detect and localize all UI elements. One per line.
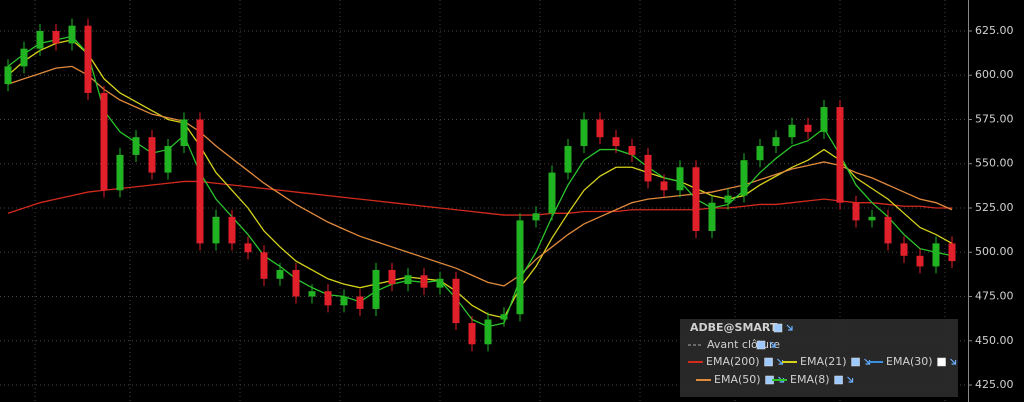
candle-body bbox=[148, 137, 156, 173]
legend-arrow bbox=[786, 324, 793, 331]
candle-body bbox=[52, 30, 60, 44]
candle-body bbox=[740, 160, 748, 196]
candle-body bbox=[68, 25, 76, 44]
candle-body bbox=[916, 255, 924, 267]
candle-body bbox=[436, 278, 444, 288]
candle-body bbox=[692, 167, 700, 232]
candle-body bbox=[884, 216, 892, 244]
ema-line bbox=[7, 39, 953, 319]
legend-arrow bbox=[847, 376, 854, 383]
candle-body bbox=[372, 269, 380, 309]
y-tick-label: 625.00 bbox=[975, 24, 1014, 37]
legend-checkbox bbox=[764, 357, 773, 367]
candle-body bbox=[196, 119, 204, 244]
candle-body bbox=[388, 269, 396, 285]
candle-body bbox=[932, 243, 940, 267]
candle-body bbox=[100, 92, 108, 191]
candle-body bbox=[500, 314, 508, 320]
legend-label: EMA(50) bbox=[714, 373, 761, 386]
candle-body bbox=[420, 275, 428, 288]
candle-body bbox=[756, 146, 764, 161]
candle-body bbox=[868, 216, 876, 221]
candle-body bbox=[788, 124, 796, 138]
candle-body bbox=[772, 137, 780, 147]
candle-body bbox=[628, 146, 636, 155]
candle-body bbox=[612, 137, 620, 147]
candle-body bbox=[228, 216, 236, 244]
y-tick-label: 525.00 bbox=[975, 201, 1014, 214]
candle-body bbox=[180, 119, 188, 147]
candle-body bbox=[660, 181, 668, 191]
candle-body bbox=[452, 278, 460, 324]
y-tick-label: 425.00 bbox=[975, 378, 1014, 391]
candle-body bbox=[644, 154, 652, 182]
candle-body bbox=[164, 146, 172, 173]
candle-body bbox=[580, 119, 588, 147]
legend-checkbox bbox=[834, 375, 843, 385]
candle-body bbox=[212, 216, 220, 244]
y-tick-label: 500.00 bbox=[975, 245, 1014, 258]
legend-checkbox bbox=[773, 323, 783, 333]
candle-body bbox=[516, 220, 524, 315]
candle-body bbox=[548, 172, 556, 214]
candle-body bbox=[404, 275, 412, 285]
legend-checkbox bbox=[851, 357, 860, 367]
legend-label: EMA(200) bbox=[706, 355, 760, 368]
y-tick-label: 600.00 bbox=[975, 68, 1014, 81]
legend-checkbox bbox=[937, 357, 946, 367]
legend: ADBE@SMART Avant clôture EMA(200) EMA(21) EM… bbox=[680, 319, 958, 397]
candle-body bbox=[292, 269, 300, 297]
y-tick-label: 450.00 bbox=[975, 334, 1014, 347]
legend-arrow bbox=[950, 358, 957, 365]
candle-body bbox=[596, 119, 604, 138]
legend-arrow bbox=[769, 341, 776, 348]
candle-body bbox=[564, 146, 572, 173]
candle-body bbox=[276, 269, 284, 279]
candle-body bbox=[948, 243, 956, 262]
candle-body bbox=[484, 319, 492, 345]
candle-body bbox=[804, 124, 812, 132]
candle-body bbox=[84, 25, 92, 93]
candle-body bbox=[132, 137, 140, 155]
candle-body bbox=[676, 167, 684, 191]
candle-body bbox=[20, 48, 28, 67]
legend-label: EMA(21) bbox=[800, 355, 847, 368]
candle-body bbox=[356, 296, 364, 309]
candle-body bbox=[116, 154, 124, 191]
candle-body bbox=[4, 66, 12, 85]
candle-body bbox=[724, 195, 732, 203]
candle-body bbox=[900, 243, 908, 256]
legend-label: EMA(30) bbox=[886, 355, 933, 368]
candle-body bbox=[820, 107, 828, 132]
candle-body bbox=[244, 243, 252, 253]
candle-body bbox=[308, 291, 316, 297]
candle-body bbox=[260, 252, 268, 279]
candle-body bbox=[468, 323, 476, 345]
ema-line bbox=[7, 65, 953, 287]
candle-body bbox=[836, 107, 844, 203]
y-tick-label: 475.00 bbox=[975, 289, 1014, 302]
legend-note: Avant clôture bbox=[707, 338, 780, 351]
y-tick-label: 550.00 bbox=[975, 157, 1014, 170]
candle-body bbox=[36, 30, 44, 49]
legend-checkbox bbox=[756, 340, 766, 350]
legend-title: ADBE@SMART bbox=[690, 321, 778, 334]
legend-box bbox=[680, 319, 958, 397]
legend-label: EMA(8) bbox=[790, 373, 830, 386]
candle-body bbox=[324, 291, 332, 306]
candle-body bbox=[852, 202, 860, 221]
y-tick-label: 575.00 bbox=[975, 112, 1014, 125]
candle-body bbox=[340, 296, 348, 306]
candle-body bbox=[708, 202, 716, 232]
ema-line bbox=[7, 180, 952, 216]
candle-body bbox=[532, 213, 540, 221]
